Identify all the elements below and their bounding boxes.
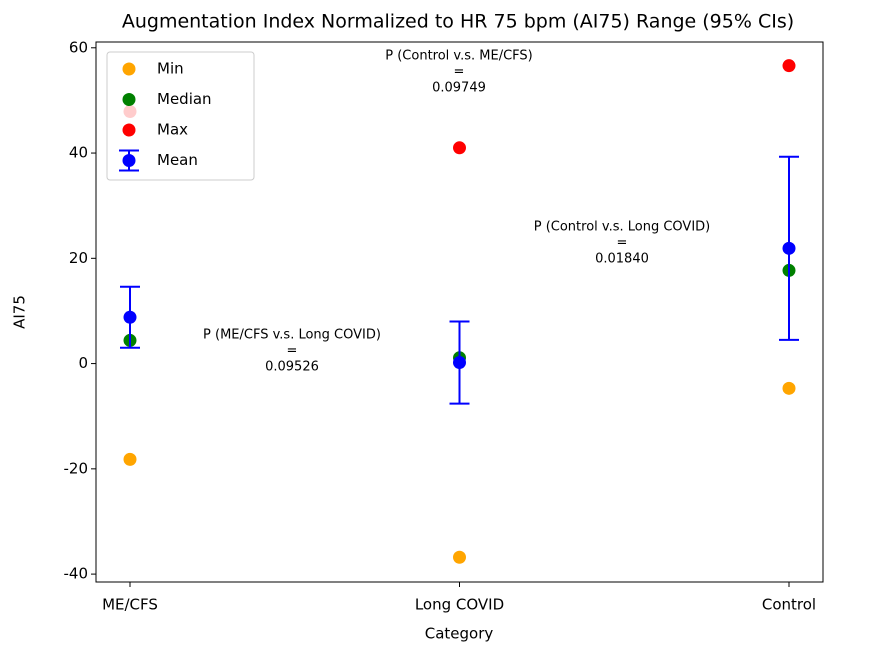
point [123, 310, 137, 324]
y-tick-label: 40 [69, 144, 88, 162]
annotation: P (ME/CFS v.s. Long COVID) [203, 328, 381, 343]
x-axis-label: Category [425, 625, 494, 643]
annotation: 0.09749 [432, 81, 486, 96]
point [453, 550, 466, 564]
point [782, 59, 796, 73]
annotation: = [617, 236, 628, 251]
y-tick-label: 20 [69, 249, 88, 267]
legend-label: Max [157, 121, 188, 139]
point [453, 356, 466, 370]
legend-box [106, 51, 255, 181]
plot-frame [95, 41, 824, 583]
y-tick-label: -20 [64, 459, 89, 477]
y-tick-label: -40 [64, 565, 89, 583]
x-tick-label: Long COVID [415, 596, 504, 614]
point [782, 241, 796, 255]
annotation: P (Control v.s. Long COVID) [534, 220, 711, 235]
chart-title: Augmentation Index Normalized to HR 75 b… [122, 11, 794, 33]
annotation: 0.09526 [265, 360, 319, 375]
y-tick-label: 0 [78, 354, 88, 372]
annotation: 0.01840 [595, 252, 649, 267]
point [782, 381, 796, 395]
legend-label: Min [157, 60, 184, 78]
annotation: = [454, 65, 465, 80]
y-tick-label: 60 [69, 38, 88, 56]
legend-label: Mean [157, 151, 198, 169]
point [123, 452, 137, 466]
annotation: P (Control v.s. ME/CFS) [385, 49, 532, 64]
legend-marker [122, 93, 136, 106]
legend-marker [122, 62, 136, 76]
legend-marker [122, 123, 136, 137]
legend-label: Median [157, 90, 212, 108]
x-tick-label: Control [762, 596, 816, 614]
x-tick-label: ME/CFS [102, 596, 158, 614]
point [453, 141, 466, 155]
y-axis-label: AI75 [11, 295, 29, 329]
annotation: = [287, 344, 298, 359]
legend-marker [122, 154, 136, 167]
